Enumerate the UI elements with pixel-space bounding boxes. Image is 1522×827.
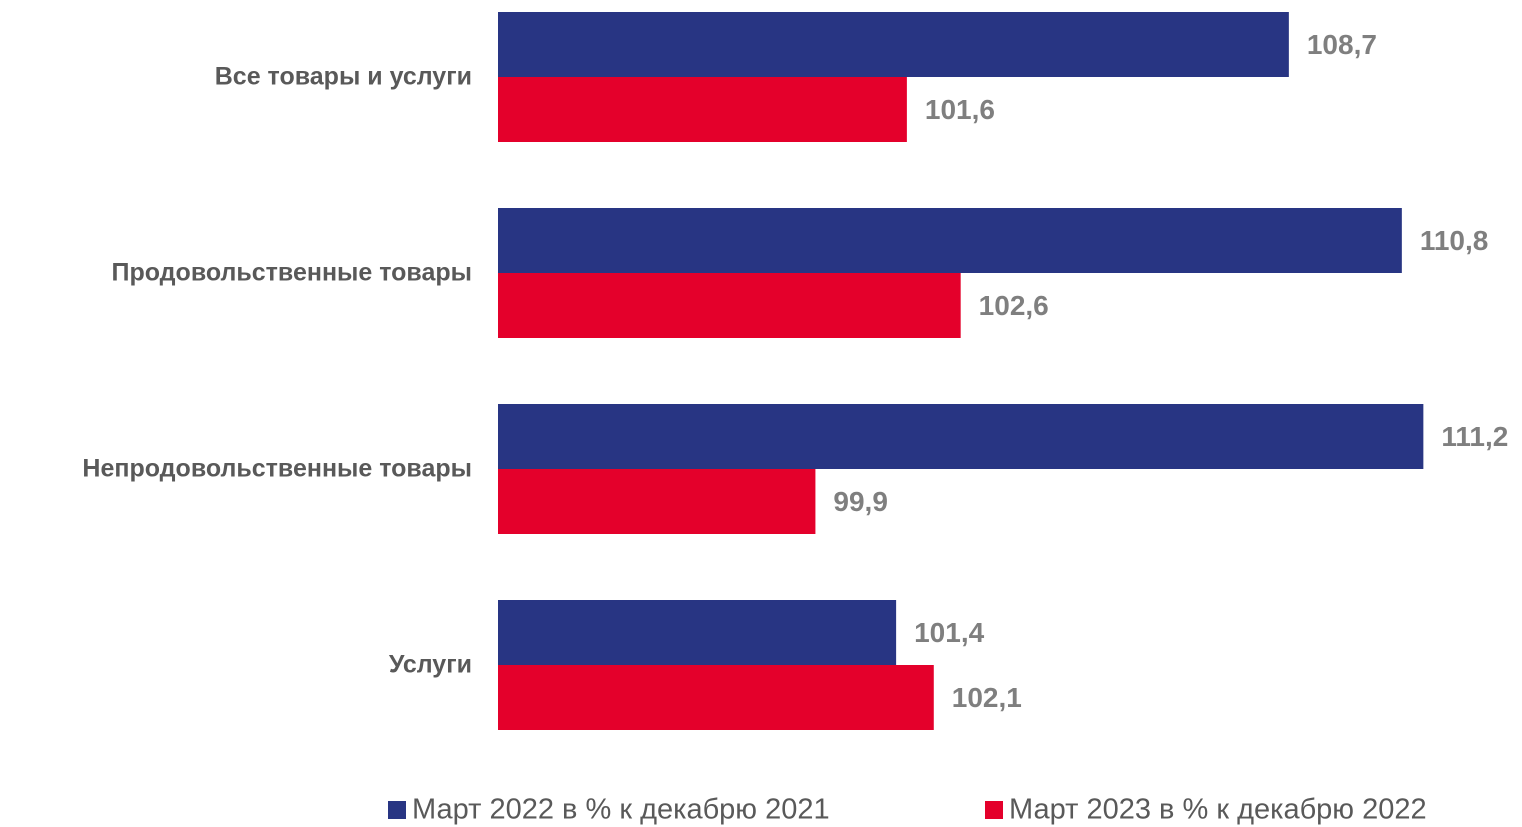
legend-swatch: [985, 801, 1003, 819]
value-label: 102,1: [952, 682, 1022, 713]
legend-swatch: [388, 801, 406, 819]
bar: [498, 208, 1402, 273]
value-label: 108,7: [1307, 29, 1377, 60]
bar: [498, 469, 816, 534]
category-label: Услуги: [389, 651, 472, 679]
bar: [498, 12, 1289, 77]
category-label: Непродовольственные товары: [82, 455, 472, 483]
legend-label: Март 2022 в % к декабрю 2021: [412, 794, 830, 826]
bar: [498, 600, 897, 665]
bar: [498, 404, 1424, 469]
category-label: Продовольственные товары: [112, 259, 473, 287]
value-label: 102,6: [979, 290, 1049, 321]
value-label: 110,8: [1420, 225, 1489, 256]
legend-label: Март 2023 в % к декабрю 2022: [1009, 794, 1427, 826]
value-label: 101,6: [925, 94, 995, 125]
value-label: 111,2: [1441, 421, 1508, 452]
value-label: 101,4: [914, 617, 984, 648]
bar: [498, 77, 907, 142]
value-label: 99,9: [833, 486, 888, 517]
bar: [498, 665, 934, 730]
bar: [498, 273, 961, 338]
category-label: Все товары и услуги: [215, 63, 472, 91]
